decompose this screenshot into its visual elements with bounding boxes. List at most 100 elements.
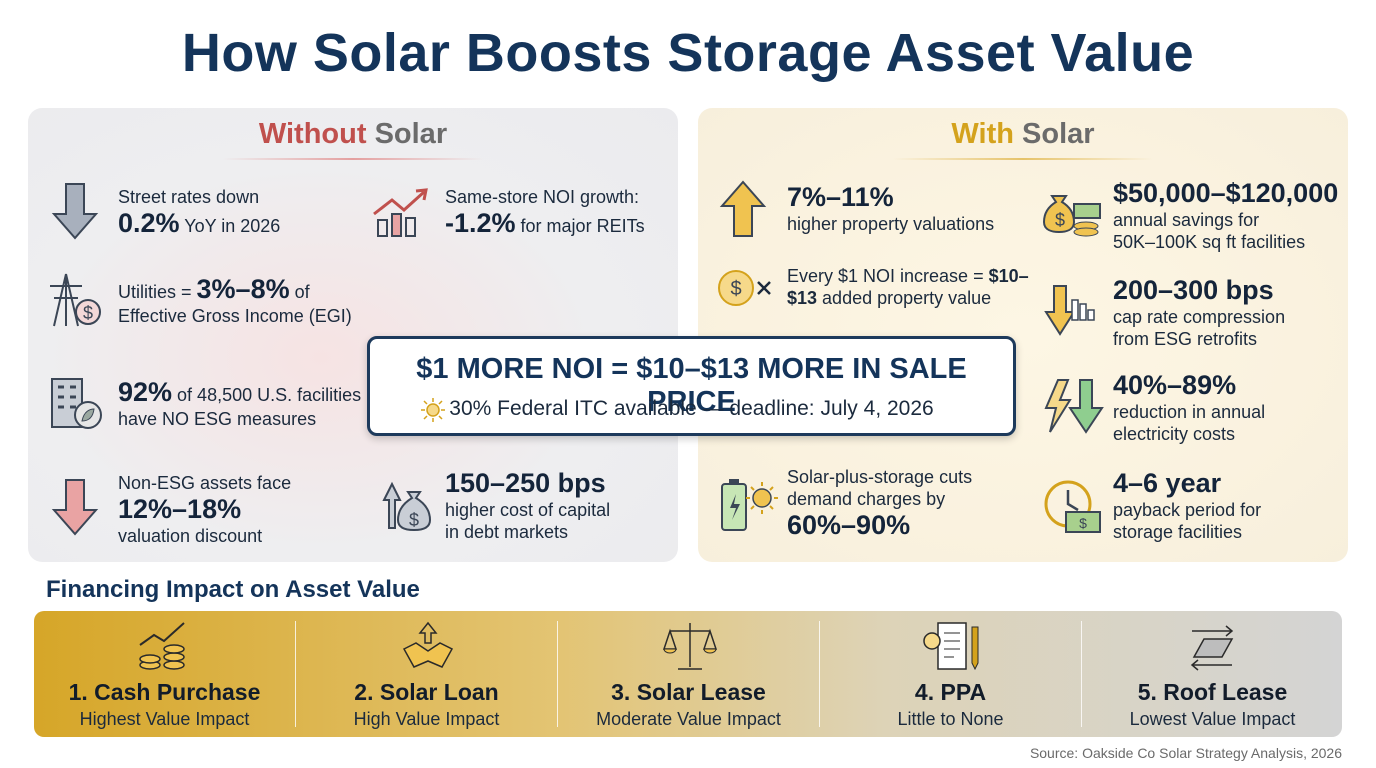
stat-line: Street rates down xyxy=(118,186,280,208)
icon-dollar-x: $ xyxy=(718,270,771,306)
stat-text: higher cost of capital xyxy=(445,500,611,520)
stat-item: Same-store NOI growth: -1.2% for major RE… xyxy=(445,186,645,239)
icon-glyph: $ xyxy=(83,303,93,323)
stat-line: 40%–89% xyxy=(1113,370,1265,401)
financing-option: 2. Solar Loan High Value Impact xyxy=(296,611,557,737)
callout-main: $1 MORE NOI = $10–$13 MORE IN SALE PRICE xyxy=(416,353,967,418)
icon-roof-lease xyxy=(1190,625,1234,671)
divider xyxy=(819,621,820,727)
icon-chart-up xyxy=(373,188,428,237)
stat-line: 4–6 year xyxy=(1113,468,1261,499)
option-name: 1. Cash Purchase xyxy=(68,679,261,705)
icon-glyph: $ xyxy=(1055,210,1065,230)
stat-value: 7%–11% xyxy=(787,182,894,212)
icon-payback: $ xyxy=(1044,480,1101,533)
stat-item: Non-ESG assets face 12%–18% valuation disc… xyxy=(118,472,291,547)
stat-line: in debt markets xyxy=(445,521,610,543)
divider xyxy=(295,621,296,727)
stat-line: storage facilities xyxy=(1113,521,1261,543)
title: How Solar Boosts Storage Asset Value xyxy=(181,23,1195,83)
stat-value: -1.2% xyxy=(445,208,516,238)
stat-line: Same-store NOI growth: xyxy=(445,186,645,208)
stat-item: 150–250 bps higher cost of capital in debt… xyxy=(445,468,610,543)
stat-item: 7%–11% higher property valuations xyxy=(787,182,994,235)
stat-value: 3%–8% xyxy=(196,274,290,304)
stat-item: 92% of 48,500 U.S. facilities have NO ESG… xyxy=(118,377,361,430)
stat-line: cap rate compression xyxy=(1113,306,1285,328)
stat-line: Non-ESG assets face xyxy=(118,472,291,494)
stat-line: electricity costs xyxy=(1113,423,1265,445)
source: Source: Oakside Co Solar Strategy Analys… xyxy=(1029,745,1342,761)
option-name: 5. Roof Lease xyxy=(1137,679,1288,705)
stat-item: 200–300 bps cap rate compression from ESG … xyxy=(1113,275,1285,350)
icon-up-arrow xyxy=(719,180,767,237)
with-panel xyxy=(698,108,1348,562)
icon-coins xyxy=(139,622,185,670)
financing-option: 5. Roof Lease Lowest Value Impact xyxy=(1082,611,1343,737)
stat-line: -1.2% for major REITs xyxy=(445,208,645,239)
financing-option: 4. PPA Little to None xyxy=(820,611,1081,737)
stat-line: $50,000–$120,000 xyxy=(1113,178,1338,209)
callout: $1 MORE NOI = $10–$13 MORE IN SALE PRICE… xyxy=(367,336,1016,436)
stat-text: electricity costs xyxy=(1113,424,1236,444)
stat-item: $50,000–$120,000 annual savings for 50K–10… xyxy=(1113,178,1338,253)
stat-text: Solar-plus-storage cuts xyxy=(787,467,973,487)
stat-text: of 48,500 U.S. facilities xyxy=(172,385,362,405)
stat-value: 4–6 year xyxy=(1113,468,1222,498)
stat-text: valuation discount xyxy=(118,526,263,546)
icon-energy-down xyxy=(1044,379,1104,434)
without-title-b: Solar xyxy=(366,118,448,150)
stat-line: 60%–90% xyxy=(787,510,972,541)
stat-text: in debt markets xyxy=(445,522,569,542)
stat-line: higher cost of capital xyxy=(445,499,610,521)
financing-option: 3. Solar Lease Moderate Value Impact xyxy=(558,611,819,737)
icon-battery-sun xyxy=(721,479,778,531)
stat-text: Same-store NOI growth: xyxy=(445,187,640,207)
icon-glyph: $ xyxy=(409,510,419,530)
stat-text: demand charges by xyxy=(787,489,946,509)
stat-text: for major REITs xyxy=(515,216,645,236)
stat-line: 50K–100K sq ft facilities xyxy=(1113,231,1338,253)
stat-line: 200–300 bps xyxy=(1113,275,1285,306)
stat-item: Solar-plus-storage cuts demand charges by… xyxy=(787,466,972,541)
icon-down-arrow xyxy=(51,183,99,240)
without-title-a: Without xyxy=(258,118,367,150)
icon-glyph: $ xyxy=(730,278,741,300)
stat-text: added property value xyxy=(817,288,992,308)
stat-text: reduction in annual xyxy=(1113,402,1266,422)
with-title-b: Solar xyxy=(1013,118,1095,150)
stat-value: 0.2% xyxy=(118,208,180,238)
stat-line: Utilities = 3%–8% of xyxy=(118,274,352,305)
option-impact: Highest Value Impact xyxy=(79,709,250,729)
stat-item: Street rates down 0.2% YoY in 2026 xyxy=(118,186,280,239)
stat-text: 50K–100K sq ft facilities xyxy=(1113,232,1306,252)
stat-line: reduction in annual xyxy=(1113,401,1265,423)
stat-text: from ESG retrofits xyxy=(1113,329,1258,349)
option-impact: High Value Impact xyxy=(353,709,500,729)
icon-scales xyxy=(662,623,718,670)
option-impact: Lowest Value Impact xyxy=(1129,709,1296,729)
icon-utility: $ xyxy=(50,273,101,327)
stat-line: payback period for xyxy=(1113,499,1261,521)
stat-value: 60%–90% xyxy=(787,510,911,540)
stat-line: 92% of 48,500 U.S. facilities xyxy=(118,377,361,408)
stat-text: of xyxy=(289,282,310,302)
with-title: With Solar xyxy=(698,118,1348,151)
financing-title: Financing Impact on Asset Value xyxy=(46,576,420,603)
icon-money-bag: $ xyxy=(382,481,432,532)
stat-line: higher property valuations xyxy=(787,213,994,235)
financing-option: 1. Cash Purchase Highest Value Impact xyxy=(34,611,295,737)
stat-line: annual savings for xyxy=(1113,209,1338,231)
callout-sub: 30% Federal ITC available — deadline: Ju… xyxy=(449,397,934,420)
stat-text: cap rate compression xyxy=(1113,307,1286,327)
stat-text: higher property valuations xyxy=(787,214,995,234)
icon-sun xyxy=(421,398,445,422)
option-name: 4. PPA xyxy=(914,679,987,705)
stat-line: have NO ESG measures xyxy=(118,408,361,430)
stat-value: 150–250 bps xyxy=(445,468,606,498)
icon-handshake xyxy=(402,621,454,668)
stat-item: 4–6 year payback period for storage facili… xyxy=(1113,468,1261,543)
option-name: 3. Solar Lease xyxy=(611,679,766,705)
